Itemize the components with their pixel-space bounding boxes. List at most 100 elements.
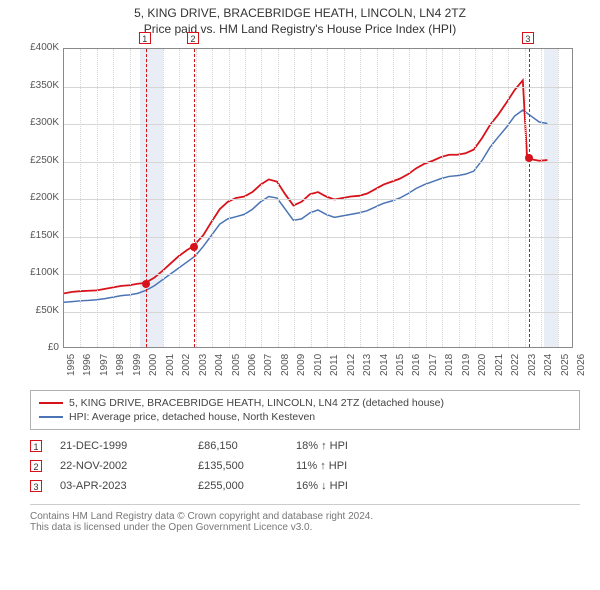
legend-swatch	[39, 416, 63, 418]
footer-line1: Contains HM Land Registry data © Crown c…	[30, 511, 580, 522]
chart-hgrid	[64, 162, 572, 163]
chart-vgrid	[426, 49, 427, 347]
chart-vgrid	[294, 49, 295, 347]
x-axis-label: 1997	[99, 354, 110, 376]
chart-vgrid	[163, 49, 164, 347]
x-axis-label: 2018	[444, 354, 455, 376]
x-axis-label: 1998	[115, 354, 126, 376]
marker-line	[529, 49, 530, 347]
x-axis-label: 2025	[560, 354, 571, 376]
chart-hgrid	[64, 124, 572, 125]
x-axis-label: 2016	[411, 354, 422, 376]
x-axis-label: 2011	[329, 354, 340, 376]
marker-box: 1	[139, 32, 151, 44]
x-axis-label: 1995	[66, 354, 77, 376]
marker-dot	[142, 280, 150, 288]
legend-item: 5, KING DRIVE, BRACEBRIDGE HEATH, LINCOL…	[39, 396, 571, 410]
x-axis-label: 2024	[543, 354, 554, 376]
page-subtitle: Price paid vs. HM Land Registry's House …	[0, 22, 600, 42]
y-axis-label: £0	[17, 342, 59, 353]
chart-vgrid	[442, 49, 443, 347]
chart-vgrid	[327, 49, 328, 347]
x-axis-label: 2020	[477, 354, 488, 376]
chart-hgrid	[64, 274, 572, 275]
x-axis-label: 2023	[527, 354, 538, 376]
y-axis-label: £250K	[17, 155, 59, 166]
transaction-marker: 1	[30, 440, 42, 452]
transaction-row: 3 03-APR-2023 £255,000 16% ↓ HPI	[30, 476, 580, 496]
chart-vgrid	[130, 49, 131, 347]
x-axis-label: 2001	[165, 354, 176, 376]
y-axis-label: £350K	[17, 80, 59, 91]
transaction-date: 03-APR-2023	[60, 480, 180, 492]
transaction-date: 21-DEC-1999	[60, 440, 180, 452]
y-axis-label: £200K	[17, 192, 59, 203]
chart-lines-svg	[64, 49, 572, 347]
x-axis-label: 2009	[296, 354, 307, 376]
legend-label: 5, KING DRIVE, BRACEBRIDGE HEATH, LINCOL…	[69, 397, 444, 409]
marker-dot	[525, 154, 533, 162]
transaction-pct: 11% ↑ HPI	[296, 460, 396, 472]
x-axis-label: 2017	[428, 354, 439, 376]
transaction-row: 2 22-NOV-2002 £135,500 11% ↑ HPI	[30, 456, 580, 476]
transaction-date: 22-NOV-2002	[60, 460, 180, 472]
chart-vgrid	[377, 49, 378, 347]
chart-vgrid	[525, 49, 526, 347]
x-axis-label: 2008	[280, 354, 291, 376]
x-axis-label: 1996	[82, 354, 93, 376]
x-axis-label: 2000	[148, 354, 159, 376]
chart-vgrid	[409, 49, 410, 347]
footer: Contains HM Land Registry data © Crown c…	[30, 504, 580, 533]
chart-vgrid	[212, 49, 213, 347]
chart-vgrid	[541, 49, 542, 347]
chart-vgrid	[558, 49, 559, 347]
chart-hgrid	[64, 87, 572, 88]
marker-line	[146, 49, 147, 347]
x-axis-label: 2019	[461, 354, 472, 376]
y-axis-label: £50K	[17, 305, 59, 316]
x-axis-label: 2010	[313, 354, 324, 376]
chart-vgrid	[196, 49, 197, 347]
legend-item: HPI: Average price, detached house, Nort…	[39, 410, 571, 424]
chart-area: £0£50K£100K£150K£200K£250K£300K£350K£400…	[15, 42, 585, 382]
x-axis-label: 2026	[576, 354, 587, 376]
transaction-row: 121-DEC-1999£86,15018% ↑ HPI	[30, 436, 580, 456]
legend-swatch	[39, 402, 63, 404]
chart-vgrid	[459, 49, 460, 347]
chart-vgrid	[113, 49, 114, 347]
page-title: 5, KING DRIVE, BRACEBRIDGE HEATH, LINCOL…	[0, 0, 600, 22]
chart-plot	[63, 48, 573, 348]
transaction-price: £255,000	[198, 480, 278, 492]
x-axis-label: 2004	[214, 354, 225, 376]
x-axis-label: 2014	[379, 354, 390, 376]
chart-vgrid	[360, 49, 361, 347]
y-axis-label: £150K	[17, 230, 59, 241]
marker-dot	[190, 243, 198, 251]
chart-vgrid	[344, 49, 345, 347]
chart-vgrid	[245, 49, 246, 347]
chart-vgrid	[80, 49, 81, 347]
transactions-box: 121-DEC-1999£86,15018% ↑ HPI222-NOV-2002…	[30, 436, 580, 496]
chart-hgrid	[64, 199, 572, 200]
x-axis-label: 2002	[181, 354, 192, 376]
transaction-pct: 18% ↑ HPI	[296, 440, 396, 452]
chart-hgrid	[64, 237, 572, 238]
x-axis-label: 1999	[132, 354, 143, 376]
y-axis-label: £100K	[17, 267, 59, 278]
transaction-pct: 16% ↓ HPI	[296, 480, 396, 492]
chart-hgrid	[64, 312, 572, 313]
x-axis-label: 2013	[362, 354, 373, 376]
x-axis-label: 2015	[395, 354, 406, 376]
x-axis-label: 2022	[510, 354, 521, 376]
transaction-price: £135,500	[198, 460, 278, 472]
footer-line2: This data is licensed under the Open Gov…	[30, 522, 580, 533]
transaction-marker: 2	[30, 460, 42, 472]
legend-label: HPI: Average price, detached house, Nort…	[69, 411, 315, 423]
chart-vgrid	[393, 49, 394, 347]
chart-vgrid	[229, 49, 230, 347]
marker-box: 2	[187, 32, 199, 44]
chart-vgrid	[278, 49, 279, 347]
x-axis-label: 2007	[263, 354, 274, 376]
transaction-marker: 3	[30, 480, 42, 492]
chart-vgrid	[475, 49, 476, 347]
